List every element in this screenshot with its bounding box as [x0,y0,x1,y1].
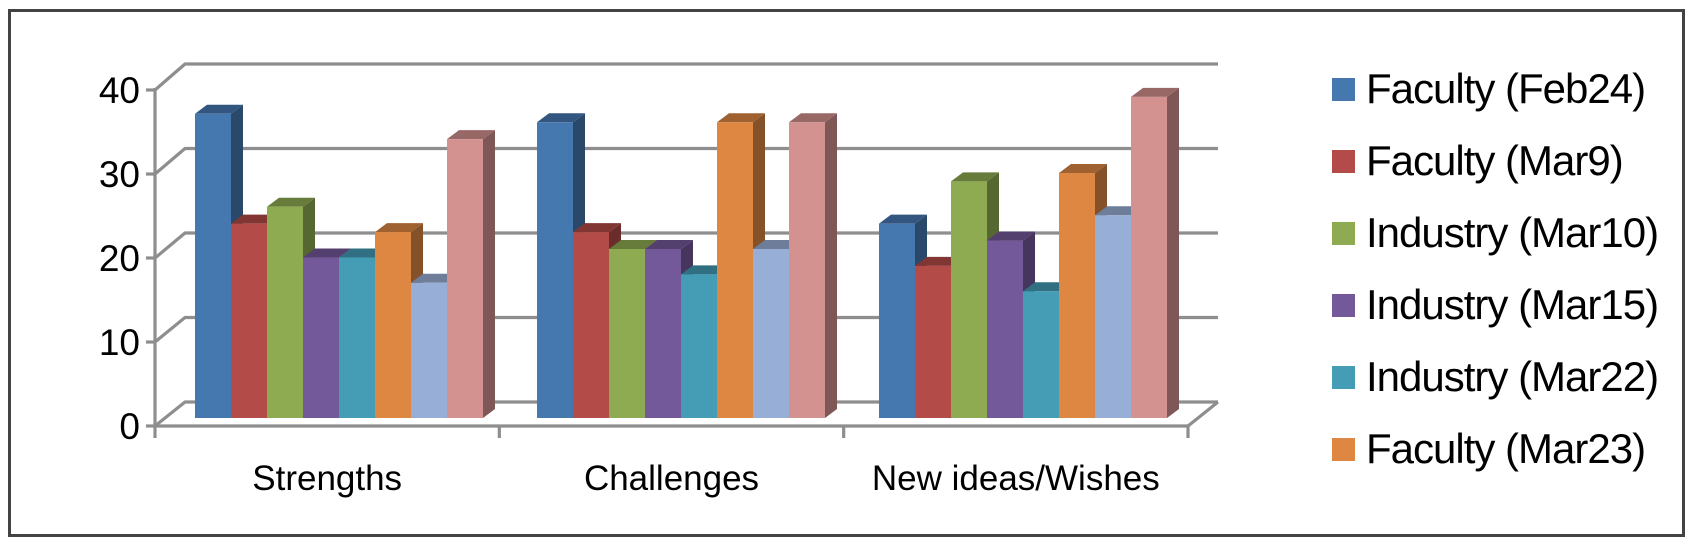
bar [987,240,1023,418]
bar [411,282,447,418]
bar [231,223,267,418]
bar [789,122,825,418]
bar [915,265,951,418]
legend-item: Faculty (Mar23) [1332,425,1646,473]
bar-top-face [195,104,243,114]
legend-swatch-icon [1332,149,1355,173]
legend-swatch-icon [1332,77,1355,101]
y-tick-label: 20 [99,238,140,279]
bar [339,257,375,418]
bar-top-face [645,240,693,249]
bar [1059,172,1095,418]
legend-label: Industry (Mar22) [1366,353,1659,400]
bar [303,257,339,418]
category-label: Strengths [252,459,402,498]
bar-top-face [375,223,423,233]
bar-top-face [951,172,999,182]
bar-top-face [573,223,621,233]
bar-top-face [609,240,657,249]
legend-swatch-icon [1332,365,1355,389]
bar-top-face [987,231,1035,241]
bar-top-face [879,214,927,224]
legend-item: Faculty (Mar9) [1332,137,1624,185]
bar [195,113,231,419]
bar [447,139,483,418]
bar [1131,96,1167,419]
category-label: New ideas/Wishes [872,459,1160,498]
gridline [153,231,1218,260]
y-tick-label: 30 [99,154,140,195]
bar-top-face [1131,87,1179,97]
legend-swatch-icon [1332,221,1355,245]
bar [951,181,987,418]
bar-top-face [1059,163,1107,173]
bar [681,274,717,418]
bar [645,249,681,418]
y-tick-label: 40 [99,70,140,111]
bar-top-face [537,113,585,123]
legend-label: Faculty (Mar23) [1366,425,1646,472]
bar-side-face [825,113,837,418]
legend-label: Faculty (Feb24) [1366,65,1646,112]
bar-top-face [303,248,351,258]
legend-label: Industry (Mar10) [1366,209,1659,256]
bar [1023,291,1059,418]
bar [609,249,645,418]
gridline [153,146,1218,176]
legend-label: Faculty (Mar9) [1366,137,1624,184]
bar [717,122,753,418]
legend-swatch-icon [1332,437,1355,461]
legend-swatch-icon [1332,293,1355,317]
legend-item: Industry (Mar10) [1332,209,1659,257]
bar [537,122,573,418]
legend-item: Industry (Mar22) [1332,353,1659,401]
bar-top-face [717,113,765,123]
bar-top-face [789,113,837,123]
legend-label: Industry (Mar15) [1366,281,1659,328]
bar [267,206,303,418]
category-label: Challenges [584,459,759,498]
bar [879,223,915,418]
gridline [154,400,1218,428]
bar [375,232,411,418]
bar-top-face [267,197,315,207]
bar-side-face [1167,87,1179,419]
y-tick-label: 0 [119,406,140,447]
bar [573,232,609,418]
bar [1095,215,1131,418]
bar-side-face [483,130,495,418]
floor-corner-line [1187,400,1219,428]
legend-item: Faculty (Feb24) [1332,65,1646,113]
gridline [153,315,1218,344]
legend-item: Industry (Mar15) [1332,281,1659,329]
bar-top-face [447,130,495,140]
gridline [153,62,1218,92]
y-tick-label: 10 [99,322,140,363]
bar [753,249,789,418]
